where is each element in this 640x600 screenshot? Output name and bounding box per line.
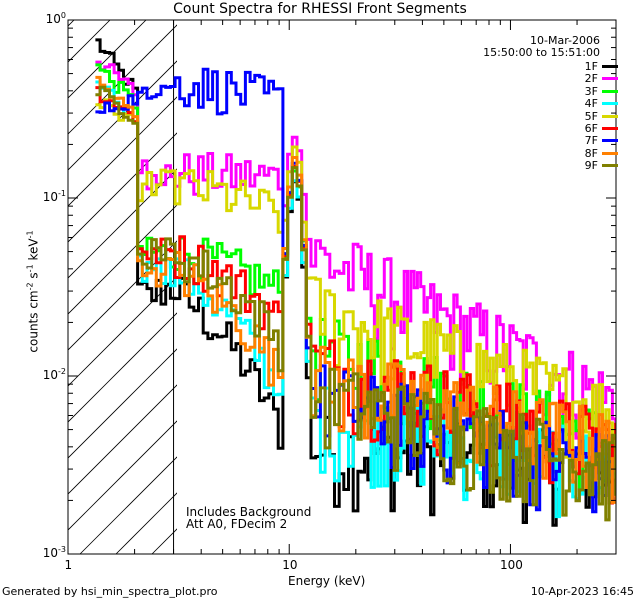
hatch-line [68,204,177,315]
legend-item-3F: 3F [585,85,618,98]
y-axis-label-mid2: keV [26,238,41,265]
legend-item-8F: 8F [585,147,618,160]
x-tick-label: 10 [282,558,298,572]
hatch-line [68,24,177,135]
y-tick-exp: -1 [58,189,66,198]
footer-generated-by: Generated by hsi_min_spectra_plot.pro [2,585,218,598]
y-tick-label: 100 [46,11,66,26]
y-tick-label: 10-3 [43,545,66,560]
legend-label: 9F [584,159,598,173]
hatch-line [68,384,177,495]
legend-item-9F: 9F [585,159,618,172]
hatch-line [68,168,177,279]
series-line-8F [95,75,616,504]
annotation-background: Includes Background [186,505,312,519]
hatch-line [68,240,177,351]
y-tick-label: 10-2 [43,367,66,382]
legend-item-6F: 6F [585,122,618,135]
legend-item-4F: 4F [585,97,618,110]
y-axis-label-exp1: -2 [25,282,35,291]
y-axis-label: counts cm-2 s-1 keV-1 [26,207,41,377]
y-tick-exp: -3 [58,545,66,554]
y-tick-label: 10-1 [43,189,66,204]
legend-item-1F: 1F [585,60,618,73]
annotation-attenuator: Att A0, FDecim 2 [186,517,288,531]
legend-swatch [602,114,618,118]
legend-swatch [602,77,618,81]
legend-swatch [602,102,618,106]
footer-timestamp: 10-Apr-2023 16:45 [530,585,634,598]
y-axis-label-exp2: -1 [25,264,35,273]
chart-title: Count Spectra for RHESSI Front Segments [173,1,467,17]
y-tick-exp: -2 [58,367,66,376]
time-range: 15:50:00 to 15:51:00 [483,46,600,59]
series-line-9F [95,85,616,522]
legend-swatch [602,139,618,143]
x-tick-label: 100 [499,558,523,572]
x-tick-label: 1 [64,558,73,572]
y-axis-label-exp3: -1 [25,230,35,239]
x-axis-label: Energy (keV) [288,574,366,588]
legend-label: 7F [584,134,598,148]
hatch-line [68,20,111,63]
legend-swatch [602,65,618,68]
y-axis-label-mid: s [26,272,41,283]
hatch-line [68,420,177,531]
series-group [95,38,616,527]
legend-label: 5F [584,109,598,123]
legend-swatch [602,127,618,130]
y-tick-base: 10 [42,190,59,204]
y-axis-label-main: counts cm [26,290,41,353]
hatch-line [68,348,177,459]
y-tick-base: 10 [42,368,59,382]
legend-item-7F: 7F [585,134,618,147]
legend-swatch [602,151,618,155]
legend-label: 1F [584,60,598,73]
y-tick-base: 10 [42,546,59,560]
y-tick-exp: 0 [60,11,66,20]
legend-label: 8F [584,146,598,160]
legend-swatch [602,89,618,93]
observation-date: 10-Mar-2006 [530,34,600,47]
legend-label: 4F [584,97,598,111]
legend-item-2F: 2F [585,72,618,85]
plot-frame [67,19,617,555]
legend-label: 2F [584,72,598,86]
series-line-5F [95,98,616,462]
legend-label: 3F [584,84,598,98]
legend-item-5F: 5F [585,110,618,123]
hatch-line [0,0,104,554]
legend-label: 6F [584,122,598,135]
y-tick-base: 10 [45,12,61,26]
legend-swatch [602,164,618,168]
